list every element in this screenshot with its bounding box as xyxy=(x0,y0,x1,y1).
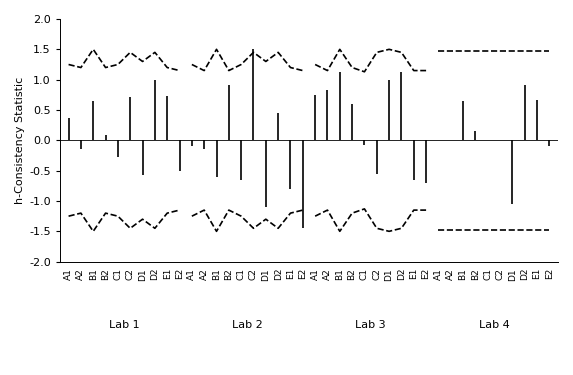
Y-axis label: h-Consistency Statistic: h-Consistency Statistic xyxy=(15,77,25,204)
Text: Lab 2: Lab 2 xyxy=(232,320,262,330)
Text: Lab 1: Lab 1 xyxy=(109,320,139,330)
Text: Lab 3: Lab 3 xyxy=(355,320,386,330)
Text: Lab 4: Lab 4 xyxy=(478,320,509,330)
